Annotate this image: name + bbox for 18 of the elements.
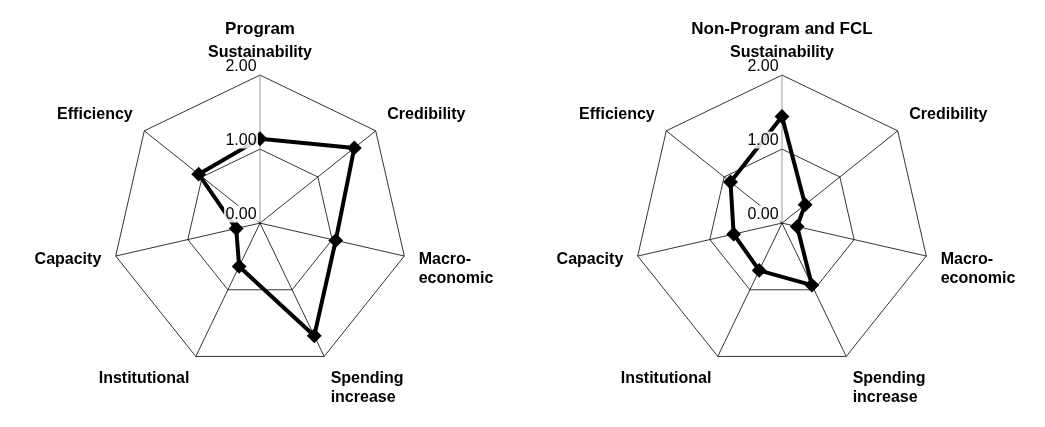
- spoke-label: Spending increase: [330, 368, 404, 405]
- spoke-label: Capacity: [556, 250, 624, 268]
- spoke-label: Credibility: [909, 104, 988, 122]
- y-tick-label: 1.00: [225, 131, 257, 149]
- spoke-label: Institutional: [98, 368, 190, 386]
- y-tick-label: 1.00: [747, 131, 779, 149]
- chart-title: Non-Program and FCL: [691, 19, 873, 38]
- y-tick-label: 0.00: [747, 205, 779, 223]
- spoke-label: Credibility: [387, 104, 466, 122]
- spoke-label: Institutional: [620, 368, 712, 386]
- chart-title: Program: [225, 19, 295, 38]
- spoke-label: Capacity: [34, 250, 102, 268]
- spoke-label: Efficiency: [57, 104, 133, 122]
- y-tick-label: 0.00: [225, 205, 257, 223]
- spoke-label: Macro-economic: [940, 250, 1016, 287]
- spoke-label: Spending increase: [852, 368, 926, 405]
- spoke-label: Macro-economic: [418, 250, 494, 287]
- spoke-label: Efficiency: [579, 104, 655, 122]
